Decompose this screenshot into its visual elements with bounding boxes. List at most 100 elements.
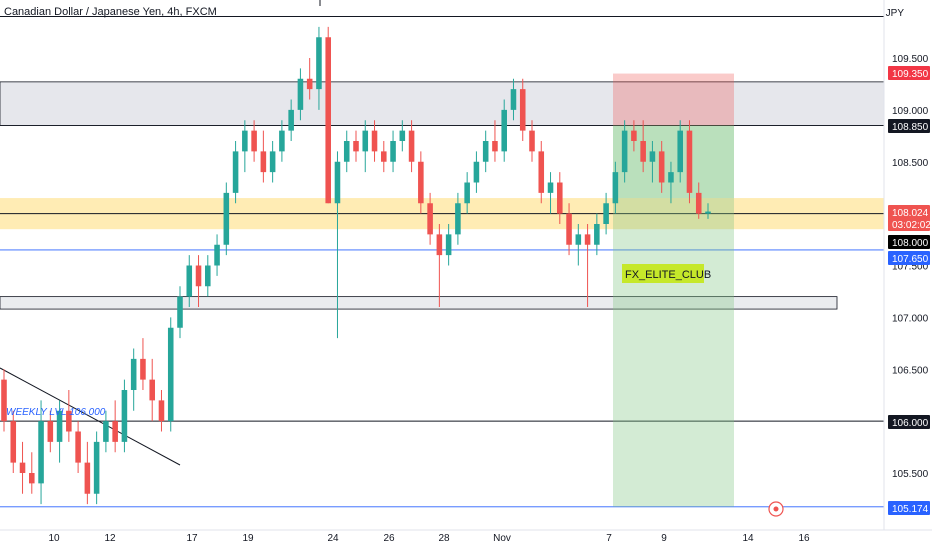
candle — [214, 234, 220, 276]
y-tick-label: 106.500 — [892, 365, 929, 376]
price-axis-bg — [884, 0, 932, 550]
candle-body — [612, 172, 619, 204]
y-tick-label: 108.500 — [892, 158, 929, 169]
price-label-bg — [888, 251, 930, 265]
candle — [455, 192, 461, 245]
price-label: 105.174 — [892, 504, 929, 515]
candle-body — [436, 234, 443, 256]
candle-body — [103, 421, 109, 442]
candle-body — [84, 462, 91, 494]
candle — [510, 78, 517, 121]
candle-body — [631, 130, 637, 141]
candle-body — [205, 265, 211, 287]
candle — [529, 120, 535, 162]
candle — [130, 348, 137, 411]
candle — [668, 161, 674, 204]
candle — [38, 400, 44, 505]
candle — [381, 141, 387, 173]
x-tick-label: 10 — [48, 533, 60, 544]
candle-body — [316, 37, 322, 90]
candle-body — [242, 130, 248, 152]
candle-body — [677, 130, 683, 173]
candle-body — [640, 141, 646, 162]
x-tick-label: 19 — [242, 533, 254, 544]
candle-body — [29, 473, 35, 484]
trend-line — [0, 367, 181, 466]
candle-body — [10, 421, 17, 463]
candle-body — [482, 141, 489, 162]
candle-body — [445, 234, 452, 256]
candle-body — [492, 141, 498, 152]
candle-body — [297, 78, 304, 110]
candle — [566, 203, 572, 256]
x-tick-label: Nov — [493, 533, 511, 544]
candle — [427, 192, 433, 245]
candle-body — [288, 109, 294, 131]
x-tick-label: 12 — [104, 533, 116, 544]
candle — [464, 172, 470, 214]
y-tick-label: 105.500 — [892, 469, 929, 480]
currency-label: JPY — [885, 8, 904, 19]
candle — [93, 431, 100, 505]
x-tick-label: 14 — [742, 533, 754, 544]
candle — [269, 141, 276, 183]
candle-body — [408, 130, 415, 162]
price-label-bg — [888, 66, 930, 80]
price-label: 108.850 — [892, 122, 929, 133]
candle — [408, 120, 415, 173]
candle-body — [381, 151, 387, 162]
x-tick-label: 7 — [606, 533, 612, 544]
price-label: 109.350 — [892, 69, 929, 80]
candle — [149, 358, 155, 422]
candle — [75, 421, 81, 473]
candle-body — [455, 203, 461, 235]
candle-body — [399, 130, 406, 141]
candle-body — [38, 421, 44, 484]
candle-body — [140, 358, 146, 380]
candle — [621, 120, 628, 183]
candle-body — [594, 224, 600, 245]
candle — [288, 99, 294, 141]
trade-label: FX_ELITE_CLUB — [625, 269, 711, 281]
candle — [492, 120, 498, 162]
candle — [677, 120, 683, 183]
candle-body — [66, 410, 72, 432]
candle — [251, 120, 257, 162]
candle — [612, 161, 619, 214]
candle-body — [603, 203, 609, 224]
candle — [103, 410, 109, 453]
candle — [501, 99, 507, 162]
candle — [584, 224, 591, 307]
price-label-bg — [888, 119, 930, 133]
candle-body — [418, 161, 424, 204]
candle — [390, 130, 396, 173]
candle-body — [343, 141, 350, 162]
event-marker-dot — [773, 506, 779, 512]
candle-body — [195, 265, 202, 287]
candle-body — [566, 213, 572, 245]
candle-body — [177, 296, 183, 328]
candle-body — [223, 192, 230, 245]
candle-body — [334, 161, 341, 204]
trade-layer: FX_ELITE_CLUB — [613, 73, 734, 507]
candle — [66, 390, 72, 442]
price-label: 108.000 — [892, 238, 929, 249]
candle-body — [112, 421, 118, 442]
candle — [242, 120, 248, 173]
candle — [56, 400, 63, 463]
candle-body — [325, 37, 331, 204]
candle-body — [306, 78, 313, 90]
candle — [1, 369, 7, 432]
candle-body — [686, 130, 693, 193]
candle-body — [353, 141, 359, 152]
candle-body — [279, 130, 285, 152]
candle — [112, 400, 118, 453]
candle-body — [260, 151, 267, 173]
candle — [418, 151, 424, 214]
candle — [186, 255, 193, 307]
time-axis: 10 12 17 19 24 26 28 Nov 7 9 14 16 — [0, 529, 932, 544]
candle-body — [158, 400, 165, 422]
candle-body — [621, 130, 628, 173]
price-label: 106.000 — [892, 418, 929, 429]
